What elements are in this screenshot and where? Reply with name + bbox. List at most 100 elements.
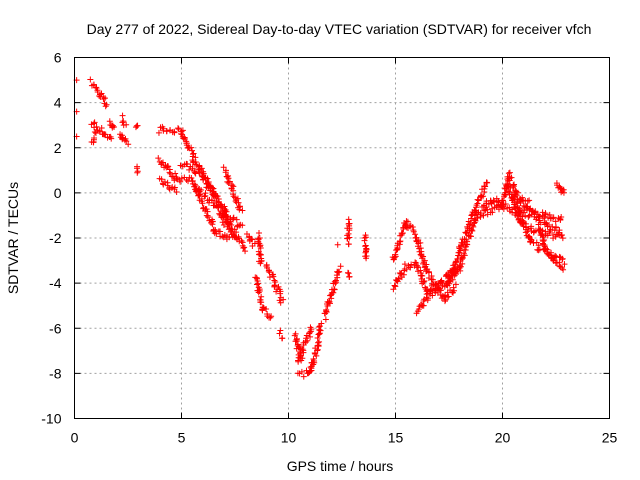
data-point: [239, 207, 246, 214]
data-point: [511, 181, 518, 188]
data-point: [98, 90, 105, 97]
x-tick-label: 0: [71, 430, 79, 446]
data-point: [188, 144, 195, 151]
data-point: [225, 180, 232, 187]
data-point: [494, 198, 501, 205]
data-point: [257, 299, 264, 306]
data-point: [277, 290, 284, 297]
data-point: [268, 313, 275, 320]
data-point: [303, 332, 310, 339]
data-point: [297, 346, 304, 353]
x-tick-label: 10: [281, 430, 297, 446]
data-point: [102, 131, 109, 138]
data-point: [168, 173, 175, 180]
data-point: [257, 244, 264, 251]
data-point: [526, 197, 533, 204]
data-point: [417, 239, 424, 246]
data-point: [237, 203, 244, 210]
data-point: [209, 221, 216, 228]
data-point: [344, 235, 351, 242]
data-point: [481, 188, 488, 195]
data-point: [362, 234, 369, 241]
data-point: [230, 193, 237, 200]
data-point: [401, 261, 408, 268]
data-point: [204, 175, 211, 182]
data-point: [459, 242, 466, 249]
data-point: [392, 251, 399, 258]
data-point: [515, 208, 522, 215]
data-point: [241, 244, 248, 251]
data-point: [552, 260, 559, 267]
data-point: [542, 246, 549, 253]
data-point: [200, 168, 207, 175]
data-point: [413, 264, 420, 271]
data-point: [346, 227, 353, 234]
x-tick-label: 20: [495, 430, 511, 446]
y-tick-label: 2: [54, 140, 62, 156]
data-point: [420, 279, 427, 286]
data-point: [418, 252, 425, 259]
y-tick-label: -4: [49, 275, 62, 291]
data-point: [226, 225, 233, 232]
data-point: [331, 286, 338, 293]
chart-title: Day 277 of 2022, Sidereal Day-to-day VTE…: [87, 21, 592, 37]
data-point: [344, 269, 351, 276]
data-point: [256, 250, 263, 257]
data-point: [429, 292, 436, 299]
data-point: [446, 277, 453, 284]
data-point: [220, 164, 227, 171]
data-point: [226, 234, 233, 241]
data-point: [403, 266, 410, 273]
data-point: [403, 218, 410, 225]
data-point: [323, 306, 330, 313]
data-point: [437, 287, 444, 294]
data-point: [316, 338, 323, 345]
data-point: [523, 207, 530, 214]
data-point: [94, 87, 101, 94]
y-tick-label: -8: [49, 365, 62, 381]
data-point: [505, 188, 512, 195]
data-point: [190, 150, 197, 157]
data-point: [480, 193, 487, 200]
data-point: [542, 219, 549, 226]
data-point: [407, 264, 414, 271]
data-point: [91, 119, 98, 126]
data-point: [484, 179, 491, 186]
y-tick-label: 0: [54, 185, 62, 201]
data-point: [202, 190, 209, 197]
data-point: [123, 138, 130, 145]
data-point: [541, 243, 548, 250]
data-point: [234, 223, 241, 230]
y-tick-label: -2: [49, 230, 62, 246]
data-point: [225, 220, 232, 227]
data-point: [502, 200, 509, 207]
data-point: [421, 277, 428, 284]
data-point: [210, 226, 217, 233]
data-point: [98, 124, 105, 131]
data-point: [524, 198, 531, 205]
data-point: [550, 254, 557, 261]
data-point: [88, 121, 95, 128]
data-point: [452, 281, 459, 288]
data-point: [552, 218, 559, 225]
data-point: [255, 289, 262, 296]
data-point: [461, 252, 468, 259]
data-point: [198, 187, 205, 194]
data-point: [300, 349, 307, 356]
data-point: [293, 338, 300, 345]
data-point: [298, 368, 305, 375]
data-point: [102, 95, 109, 102]
data-point: [553, 224, 560, 231]
data-point: [524, 228, 531, 235]
data-point: [412, 259, 419, 266]
data-point: [522, 229, 529, 236]
data-point: [230, 215, 237, 222]
data-point: [257, 252, 264, 259]
data-point: [315, 323, 322, 330]
data-point: [446, 275, 453, 282]
data-point: [310, 355, 317, 362]
axis-ticks: 0 5 10 15 20 25 -10 -8 -6 -4 -2 0 2 4 6: [41, 50, 617, 446]
data-point: [527, 238, 534, 245]
data-point: [392, 283, 399, 290]
data-point: [535, 242, 542, 249]
